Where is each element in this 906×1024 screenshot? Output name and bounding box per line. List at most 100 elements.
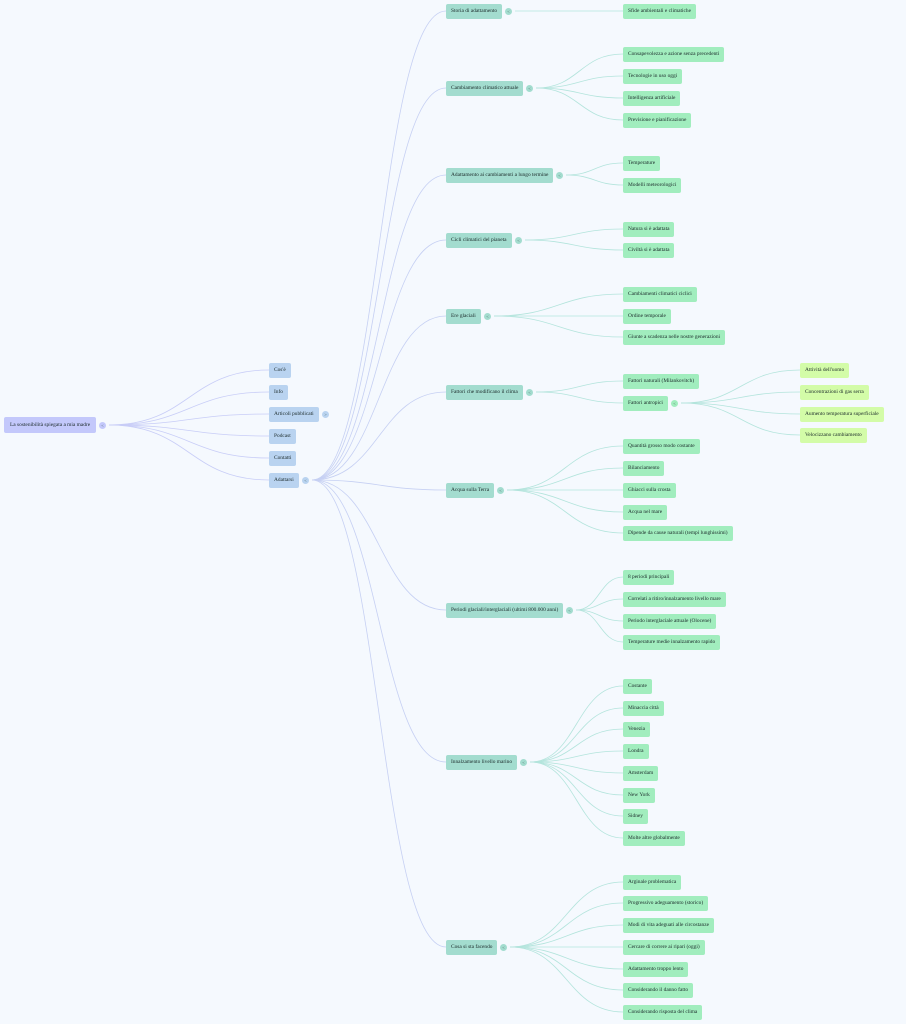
node-costante[interactable]: Costante [623, 678, 652, 694]
link-line [311, 479, 447, 611]
node-progressivo-adeguamento-storico[interactable]: Progressivo adeguamento (storico) [623, 895, 709, 911]
node-temperature-medie-innalzamento-rapido[interactable]: Temperature medie innalzamento rapido [623, 634, 721, 650]
node-cosa-si-sta-facendo[interactable]: Cosa si sta facendo [446, 939, 498, 955]
node-intelligenza-artificiale[interactable]: Intelligenza artificiale [623, 90, 681, 106]
node-considerando-il-danno-fatto[interactable]: Considerando il danno fatto [623, 982, 694, 998]
collapse-toggle-icon[interactable]: < [500, 943, 507, 951]
link-line [108, 413, 270, 426]
link-line [506, 489, 624, 534]
link-line [524, 228, 624, 241]
node-fattori-naturali-milankovitch[interactable]: Fattori naturali (Milankovitch) [623, 373, 700, 389]
collapse-toggle-icon[interactable]: < [526, 388, 533, 396]
node-velocizzano-cambiamento[interactable]: Velocizzano cambiamento [800, 427, 867, 443]
collapse-toggle-icon[interactable]: < [484, 312, 491, 320]
node-adattamento-ai-cambiamenti-a-lungo-termi[interactable]: Adattamento ai cambiamenti a lungo termi… [446, 167, 554, 183]
node-cos-e[interactable]: Cos'è [269, 362, 291, 378]
collapse-toggle-icon[interactable]: < [671, 399, 678, 407]
node-innalzamento-livello-marino[interactable]: Innalzamento livello marino [446, 754, 518, 770]
node-amsterdam[interactable]: Amsterdam [623, 765, 659, 781]
collapse-toggle-icon[interactable]: < [566, 606, 573, 614]
node-cambiamenti-climatici-ciclici[interactable]: Cambiamenti climatici ciclici [623, 286, 697, 302]
link-line [509, 946, 624, 991]
node-adattamento-troppo-lento[interactable]: Adattamento troppo lento [623, 961, 689, 977]
link-line [680, 391, 801, 404]
link-line [535, 87, 624, 99]
link-line [311, 315, 447, 481]
node-cambiamento-climatico-attuale[interactable]: Cambiamento climatico attuale [446, 80, 524, 96]
node-info[interactable]: Info [269, 384, 288, 400]
node-arginale-problematica[interactable]: Arginale problematica [623, 874, 682, 890]
collapse-toggle-icon[interactable]: < [302, 476, 309, 484]
node-adattarsi[interactable]: Adattarsi [269, 472, 299, 488]
link-line [524, 239, 624, 251]
node-minaccia-citta[interactable]: Minaccia città [623, 700, 664, 716]
node-contatti[interactable]: Contatti [269, 450, 297, 466]
node-sfide-ambientali-e-climatiche[interactable]: Sfide ambientali e climatiche [623, 3, 697, 19]
node-periodi-glaciali-interglaciali-ultimi-80[interactable]: Periodi glaciali/interglaciali (ultimi 8… [446, 602, 564, 618]
node-8-periodi-principali[interactable]: 8 periodi principali [623, 569, 675, 585]
node-cercare-di-correre-ai-ripari-oggi[interactable]: Cercare di correre ai ripari (oggi) [623, 939, 705, 955]
link-line [680, 402, 801, 415]
link-line [311, 479, 447, 491]
node-civilta-si-e-adattata[interactable]: Civiltà si è adattata [623, 242, 675, 258]
link-line [509, 881, 624, 948]
node-quantita-grosso-modo-costante[interactable]: Quantità grosso modo costante [623, 438, 700, 454]
link-line [529, 761, 624, 817]
node-new-york[interactable]: New York [623, 787, 655, 803]
link-line [529, 685, 624, 763]
node-natura-si-e-adattata[interactable]: Natura si è adattata [623, 221, 675, 237]
node-sidney[interactable]: Sidney [623, 808, 648, 824]
collapse-toggle-icon[interactable]: < [520, 758, 527, 766]
node-modi-di-vita-adeguati-alle-circostanze[interactable]: Modi di vita adeguati alle circostanze [623, 917, 714, 933]
node-articoli-pubblicati[interactable]: Articoli pubblicati [269, 406, 319, 422]
root-node[interactable]: La sostenibilità spiegata a mia madre [4, 417, 97, 433]
node-concentrazioni-di-gas-serra[interactable]: Concentrazioni di gas serra [800, 384, 869, 400]
node-ordine-temporale[interactable]: Ordine temporale [623, 308, 671, 324]
node-correlati-a-ritiro-innalzamento-livello-[interactable]: Correlati a ritiro/innalzamento livello … [623, 591, 726, 607]
node-consapevolezza-e-azione-senza-precedenti[interactable]: Consapevolezza e azione senza precedenti [623, 46, 725, 62]
link-line [311, 87, 447, 481]
node-venezia[interactable]: Venezia [623, 721, 651, 737]
node-acqua-nel-mare[interactable]: Acqua nel mare [623, 504, 668, 520]
node-aumento-temperatura-superficiale[interactable]: Aumento temperatura superficiale [800, 406, 884, 422]
link-line [529, 761, 624, 774]
node-londra[interactable]: Londra [623, 743, 649, 759]
node-bilanciamento[interactable]: Bilanciamento [623, 460, 665, 476]
node-dipende-da-cause-naturali-tempi-lunghiss[interactable]: Dipende da cause naturali (tempi lunghis… [623, 525, 733, 541]
node-periodo-interglaciale-attuale-olocene[interactable]: Periodo interglaciale attuale (Olocene) [623, 613, 717, 629]
collapse-toggle-icon[interactable]: < [515, 236, 522, 244]
node-temperature[interactable]: Temperature [623, 155, 661, 171]
collapse-toggle-icon[interactable]: < [505, 7, 512, 15]
link-line [565, 174, 624, 186]
node-molte-altre-globalmente[interactable]: Molte altre globalmente [623, 830, 685, 846]
node-storia-di-adattamento[interactable]: Storia di adattamento [446, 3, 503, 19]
link-line [506, 445, 624, 491]
link-line [575, 609, 624, 622]
node-previsione-e-pianificazione[interactable]: Previsione e pianificazione [623, 112, 692, 128]
node-ere-glaciali[interactable]: Ere glaciali [446, 308, 481, 324]
link-line [680, 402, 801, 436]
link-line [575, 598, 624, 611]
node-fattori-antropici[interactable]: Fattori antropici [623, 395, 668, 411]
node-attivita-dell-uomo[interactable]: Attività dell'uomo [800, 362, 850, 378]
link-line [493, 293, 624, 317]
node-giunte-a-scadenza-nelle-nostre-generazio[interactable]: Giunte a scadenza nelle nostre generazio… [623, 329, 726, 345]
link-line [493, 315, 624, 338]
collapse-toggle-icon[interactable]: < [99, 421, 106, 429]
node-podcast[interactable]: Podcast [269, 428, 296, 444]
node-acqua-sulla-terra[interactable]: Acqua sulla Terra [446, 482, 495, 498]
node-fattori-che-modificano-il-clima[interactable]: Fattori che modificano il clima [446, 384, 523, 400]
expand-toggle-icon[interactable]: > [322, 410, 329, 418]
link-line [108, 369, 270, 426]
link-line [311, 479, 447, 948]
node-tecnologie-in-uso-oggi[interactable]: Tecnologie in uso oggi [623, 68, 683, 84]
node-considerando-risposta-del-clima[interactable]: Considerando risposta del clima [623, 1004, 703, 1020]
collapse-toggle-icon[interactable]: < [497, 486, 504, 494]
node-modelli-meteorologici[interactable]: Modelli meteorologici [623, 177, 682, 193]
node-cicli-climatici-del-pianeta[interactable]: Cicli climatici del pianeta [446, 232, 512, 248]
link-line [535, 380, 624, 393]
collapse-toggle-icon[interactable]: < [556, 171, 563, 179]
collapse-toggle-icon[interactable]: < [526, 84, 533, 92]
node-ghiacci-sulla-crosta[interactable]: Ghiacci sulla crosta [623, 482, 676, 498]
